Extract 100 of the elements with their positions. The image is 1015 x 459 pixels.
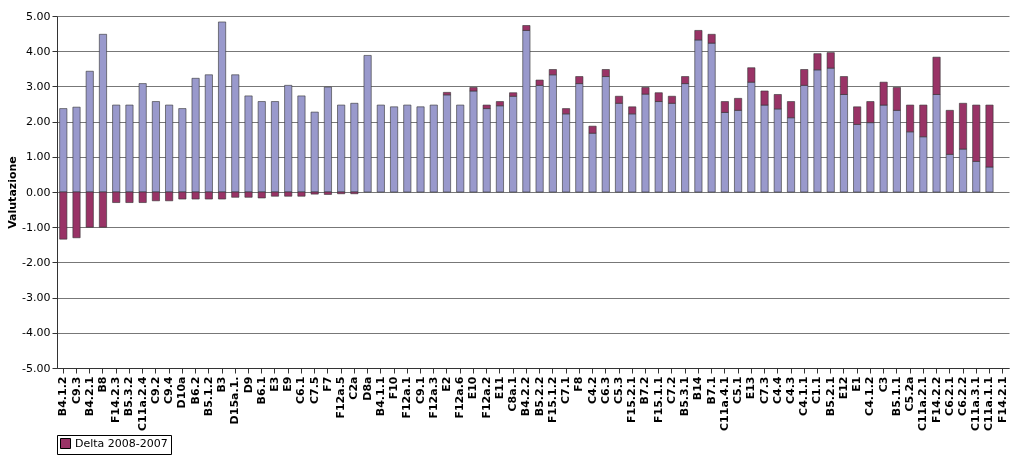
x-tick-label: B4.2.1 <box>82 376 96 417</box>
bar <box>337 104 346 193</box>
x-tick-label: B5.2.2 <box>532 376 546 417</box>
bar <box>416 106 425 193</box>
y-tick-label: -2.00 <box>22 255 51 269</box>
x-tick-label: E2 <box>440 376 453 392</box>
y-axis-title: Valutazione <box>6 156 20 229</box>
bar <box>403 104 412 193</box>
x-tick-label: C11a.3.1 <box>969 376 983 431</box>
y-tick-label: 5.00 <box>26 9 51 23</box>
x-tick-label: C5.2a <box>903 376 917 412</box>
x-tick-label: B3 <box>215 376 229 393</box>
y-tick-label: 2.00 <box>26 115 51 129</box>
x-tick-label: F12a.3 <box>426 376 440 419</box>
x-tick-label: C9.3 <box>69 376 83 405</box>
x-tick-label: C7.1 <box>559 376 573 405</box>
y-tick-label: 3.00 <box>26 79 51 93</box>
bar <box>390 106 399 193</box>
x-tick-label: C9.2 <box>148 376 162 405</box>
x-tick-label: D15a.1. <box>228 376 242 425</box>
x-tick-label: C5.1 <box>731 376 745 405</box>
x-tick-label: C9.1 <box>413 376 427 405</box>
x-tick-label: C7.5 <box>307 376 321 405</box>
y-tick-label: -4.00 <box>22 326 51 340</box>
x-tick-label: C7.3 <box>757 376 771 405</box>
x-tick-label: B4.1.2 <box>56 376 70 417</box>
bar <box>297 95 306 193</box>
x-tick-label: C4.1.1 <box>797 376 811 416</box>
x-tick-label: B4.2.2 <box>519 376 533 417</box>
x-tick-label: E12 <box>836 376 850 400</box>
x-tick-label: E13 <box>744 376 758 400</box>
x-tick-label: D8a <box>360 376 374 401</box>
x-tick-label: C1.1 <box>810 376 824 405</box>
x-tick-label: D9 <box>241 376 255 394</box>
x-tick-label: F14.2.1 <box>995 376 1009 423</box>
x-tick-label: F12a.6 <box>453 376 467 419</box>
y-tick-label: 4.00 <box>26 44 51 58</box>
x-tick-label: B5.3.2 <box>122 376 136 417</box>
x-tick-label: C11a.1.1 <box>982 376 996 431</box>
bar <box>469 90 478 193</box>
bar <box>443 94 451 193</box>
x-tick-label: F14.2.3 <box>109 376 123 423</box>
y-tick-label: -3.00 <box>22 291 51 305</box>
bar <box>429 104 438 193</box>
y-tick-label: 0.00 <box>26 185 51 199</box>
y-tick-label: -1.00 <box>22 220 51 234</box>
y-tick-label: -5.00 <box>22 361 51 375</box>
x-tick-label: B7.1 <box>704 376 718 405</box>
x-tick-label: C6.2.2 <box>956 376 970 416</box>
x-tick-label: F10 <box>387 376 401 400</box>
x-tick-label: F15.2.1 <box>625 376 639 423</box>
x-tick-label: B6.1 <box>254 376 268 405</box>
x-tick-label: E11 <box>492 376 506 400</box>
x-tick-label: F7 <box>320 376 334 392</box>
x-tick-label: C6.2.1 <box>942 376 956 416</box>
x-tick-label: C4.2 <box>585 376 599 405</box>
x-tick-label: B5.2.1 <box>823 376 837 417</box>
legend-label: Delta 2008-2007 <box>75 436 168 450</box>
x-tick-label: F12a.1 <box>400 376 414 419</box>
x-tick-label: C11a.2.4 <box>135 376 149 431</box>
x-tick-label: B6.2 <box>188 376 202 405</box>
x-tick-label: B5.3.1 <box>678 376 692 417</box>
bar <box>376 104 385 193</box>
x-tick-label: F8 <box>572 376 586 392</box>
x-tick-label: C4.3 <box>784 376 798 405</box>
x-tick-label: F12a.2 <box>479 376 493 419</box>
x-tick-label: C8a.1 <box>506 376 520 412</box>
bar <box>495 105 504 193</box>
x-tick-label: B5.1.2 <box>201 376 215 417</box>
x-tick-label: E1 <box>850 376 864 392</box>
bar <box>363 55 372 193</box>
x-tick-label: C9.4 <box>162 376 176 405</box>
x-tick-label: F12a.5 <box>334 376 348 419</box>
x-tick-label: C2a <box>347 376 361 400</box>
x-tick-label: C6.1 <box>294 376 308 405</box>
bar <box>350 103 359 193</box>
x-tick-label: F15.1.2 <box>545 376 559 423</box>
x-tick-label: E10 <box>466 376 480 400</box>
x-tick-label: E9 <box>281 376 295 392</box>
x-tick-label: B7.2 <box>638 376 652 405</box>
bar <box>271 101 279 193</box>
x-tick-label: C11a.4.1 <box>717 376 731 431</box>
x-tick-label: C11a.2.1 <box>916 376 930 431</box>
x-tick-label: B14 <box>691 376 705 401</box>
x-tick-label: F15.1.1 <box>651 376 665 423</box>
x-tick-label: E3 <box>267 376 281 392</box>
x-tick-label: C4.1.2 <box>863 376 877 416</box>
x-tick-label: C6.3 <box>598 376 612 405</box>
x-tick-label: C3 <box>876 376 890 393</box>
bar <box>482 108 491 193</box>
x-tick-label: C4.4 <box>770 376 784 405</box>
bar <box>310 111 319 193</box>
x-tick-label: C7.2 <box>664 376 678 405</box>
x-tick-label: D10a <box>175 376 189 409</box>
y-tick-label: 1.00 <box>26 150 51 164</box>
x-tick-label: C5.3 <box>612 376 625 405</box>
bar <box>509 95 518 193</box>
bar <box>456 104 465 193</box>
x-tick-label: F14.2.2 <box>929 376 943 423</box>
bar <box>323 86 332 193</box>
